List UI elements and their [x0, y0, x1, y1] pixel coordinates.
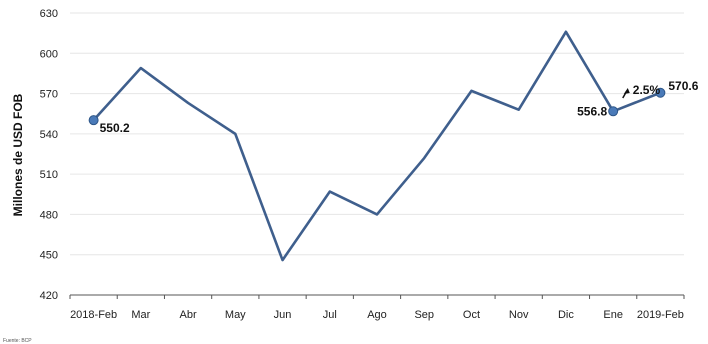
x-tick-label: Jun	[274, 309, 292, 321]
x-tick-label: Abr	[180, 309, 197, 321]
data-point	[655, 87, 666, 98]
data-labels: 550.2 556.8 570.6	[100, 79, 699, 135]
x-tick-label: Jul	[323, 309, 337, 321]
growth-percent-label: 2.5%	[633, 83, 661, 97]
x-tick-label: Nov	[509, 309, 529, 321]
x-tick-label: 2018-Feb	[70, 309, 117, 321]
y-tick-label: 600	[40, 48, 58, 60]
data-label: 550.2	[100, 121, 130, 135]
series-lines	[92, 30, 662, 262]
y-tick-label: 570	[40, 89, 58, 101]
data-point	[88, 115, 99, 126]
growth-arrow-head	[623, 88, 630, 95]
y-tick-label: 540	[40, 129, 58, 141]
source-note: Fuente: BCP	[3, 338, 32, 344]
y-tick-label: 420	[40, 290, 58, 302]
x-tick-label: Ago	[367, 309, 387, 321]
x-tick-label: Oct	[463, 309, 480, 321]
data-label: 570.6	[668, 79, 698, 93]
y-tick-label: 480	[40, 209, 58, 221]
x-tick-label: Mar	[131, 309, 150, 321]
data-point	[608, 106, 619, 117]
gridlines	[70, 12, 684, 256]
data-markers	[88, 87, 666, 126]
y-tick-label: 510	[40, 169, 58, 181]
y-tick-label: 450	[40, 250, 58, 262]
data-label: 556.8	[577, 104, 607, 118]
y-axis-label: Millones de USD FOB	[11, 93, 25, 216]
growth-annotation: 2.5%	[622, 83, 661, 99]
series-line	[92, 30, 662, 262]
x-tick-label: May	[225, 309, 246, 321]
x-tick-label: Sep	[414, 309, 434, 321]
x-axis-ticks: 2018-Feb Mar Abr May Jun Jul Ago Sep Oct Nov Dic En…	[70, 309, 684, 321]
y-tick-label: 630	[40, 8, 58, 20]
x-tick-label: 2019-Feb	[637, 309, 684, 321]
y-axis-ticks: 420 450 480 510 540 570 600 630	[40, 8, 58, 302]
x-tick-label: Ene	[603, 309, 623, 321]
x-tick-label: Dic	[558, 309, 574, 321]
axes	[69, 294, 685, 299]
